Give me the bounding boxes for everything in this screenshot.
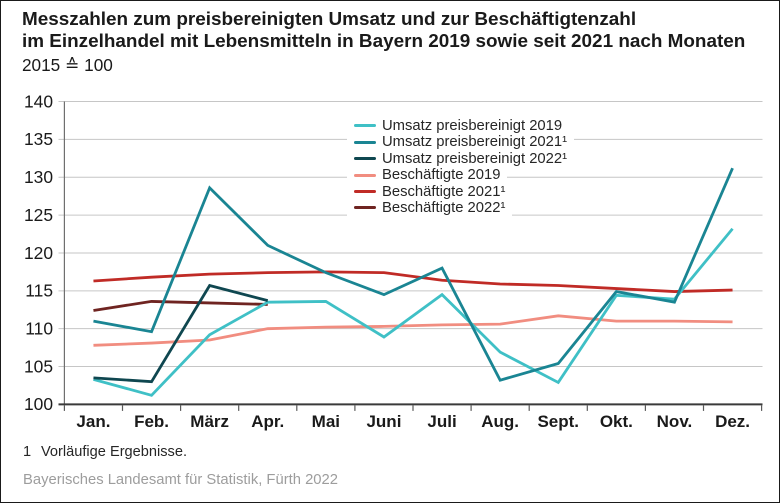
series-line-besch-ftigte-2019 [93,314,733,347]
legend-label-umsatz-preisbereinigt-2022: Umsatz preisbereinigt 2022¹ [382,150,568,167]
x-axis-label-juni: Juni [366,412,401,431]
chart-title-line2: im Einzelhandel mit Lebensmitteln in Bay… [22,31,746,53]
legend-label-umsatz-preisbereinigt-2019: Umsatz preisbereinigt 2019 [382,117,563,134]
legend-swatch-umsatz-preisbereinigt-2021 [354,140,376,144]
legend-item-besch-ftigte-2021: Beschäftigte 2021¹ [347,183,513,200]
x-axis-label-aug: Aug. [481,412,519,431]
x-axis-label-jan: Jan. [76,412,110,431]
legend-label-besch-ftigte-2022: Beschäftigte 2022¹ [382,199,506,216]
legend-item-umsatz-preisbereinigt-2019: Umsatz preisbereinigt 2019 [347,117,570,134]
legend-item-besch-ftigte-2019: Beschäftigte 2019 [347,166,508,184]
chart-title-line1: Messzahlen zum preisbereinigten Umsatz u… [22,9,637,30]
x-axis-label-nov: Nov. [657,412,693,431]
x-axis-label-juli: Juli [427,412,456,431]
footnote-marker: 1 [23,443,32,460]
legend-item-umsatz-preisbereinigt-2021: Umsatz preisbereinigt 2021¹ [347,133,575,151]
series-line-umsatz-preisbereinigt-2022 [93,283,269,384]
x-axis-label-apr: Apr. [251,412,284,431]
y-axis-label-105: 105 [24,356,53,376]
series-line-umsatz-preisbereinigt-2019 [93,227,734,397]
chart-title-block: Messzahlen zum preisbereinigten Umsatz u… [22,9,762,76]
legend-label-umsatz-preisbereinigt-2021: Umsatz preisbereinigt 2021¹ [382,134,568,151]
series-line-besch-ftigte-2022 [93,300,268,312]
y-axis-label-110: 110 [25,318,53,338]
x-axis-label-okt: Okt. [600,412,633,431]
footnote: 1 Vorläufige Ergebnisse. [23,444,187,460]
y-axis-label-120: 120 [24,243,53,263]
x-axis-label-mai: Mai [312,412,340,431]
y-axis-label-140: 140 [24,91,53,111]
legend-swatch-besch-ftigte-2022 [354,206,376,210]
x-axis-label-m-rz: März [190,412,229,431]
chart-subtitle-index-base: 2015 ≙ 100 [22,54,113,75]
y-axis-label-100: 100 [24,394,53,414]
source-attribution: Bayerisches Landesamt für Statistik, Für… [23,471,338,488]
legend-swatch-umsatz-preisbereinigt-2022 [354,157,376,161]
x-axis-label-feb: Feb. [134,412,169,431]
legend-swatch-besch-ftigte-2021 [354,190,376,194]
series-line-umsatz-preisbereinigt-2021 [93,167,734,382]
x-axis-label-dez: Dez. [715,412,750,431]
legend-label-besch-ftigte-2021: Beschäftigte 2021¹ [382,183,506,200]
series-line-besch-ftigte-2021 [93,270,733,293]
legend-item-besch-ftigte-2022: Beschäftigte 2022¹ [347,199,513,217]
legend-item-umsatz-preisbereinigt-2022: Umsatz preisbereinigt 2022¹ [347,150,575,167]
y-axis-label-125: 125 [24,205,53,225]
legend-label-besch-ftigte-2019: Beschäftigte 2019 [382,167,501,184]
legend-swatch-umsatz-preisbereinigt-2019 [354,124,376,128]
y-axis-label-130: 130 [24,167,53,187]
x-axis-label-sept: Sept. [537,412,579,431]
y-axis-label-115: 115 [25,281,53,301]
footnote-text: Vorläufige Ergebnisse. [41,443,188,460]
y-axis-label-135: 135 [24,129,53,149]
legend-swatch-besch-ftigte-2019 [354,173,376,177]
